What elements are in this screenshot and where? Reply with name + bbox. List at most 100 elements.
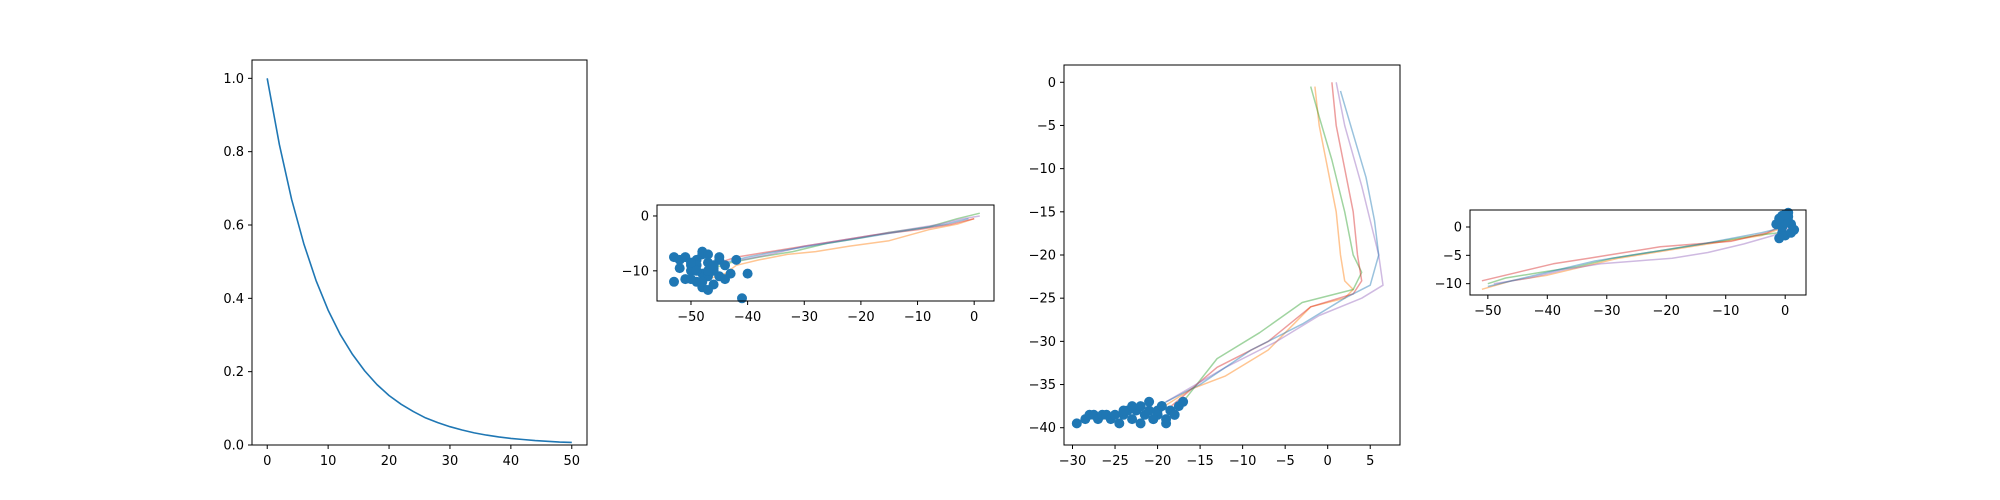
y-tick-label: −20 (1029, 249, 1056, 264)
trajectory-line-5 (1148, 90, 1380, 412)
x-tick-label: −5 (1276, 454, 1295, 469)
y-tick-label: 1.0 (223, 72, 244, 87)
scatter-point (686, 257, 696, 268)
x-tick-label: −40 (1534, 304, 1561, 319)
trajectory-line-2 (713, 212, 980, 269)
x-tick-label: 0 (1781, 304, 1789, 319)
x-tick-label: 50 (563, 454, 580, 469)
trajectory-line-3 (719, 217, 975, 264)
trajectory-line-4 (1165, 82, 1384, 403)
scatter-point (697, 276, 708, 287)
trajectory-line-2 (1487, 231, 1780, 285)
x-tick-label: −30 (1593, 304, 1620, 319)
scatter-point (1780, 209, 1791, 220)
x-tick-label: −30 (1059, 454, 1086, 469)
trajectory-line-4 (1493, 226, 1792, 285)
scatter-point (708, 260, 719, 271)
y-tick-label: 0.2 (223, 365, 244, 380)
scatter-point (1178, 396, 1189, 407)
trajectory-line-1 (707, 217, 975, 280)
trajectory-line-1 (1157, 86, 1354, 412)
scatter-point (1156, 401, 1167, 412)
scatter-point (1789, 224, 1800, 235)
x-tick-label: −20 (847, 310, 874, 325)
x-tick-label: −10 (904, 310, 931, 325)
x-tick-label: −50 (1474, 304, 1501, 319)
scatter-point (1127, 401, 1138, 412)
x-tick-label: 0 (263, 454, 271, 469)
y-tick-label: −40 (1029, 421, 1056, 436)
trajectory-line-5 (1487, 226, 1786, 288)
y-tick-label: 0.6 (223, 219, 244, 234)
x-tick-label: −20 (1144, 454, 1171, 469)
scatter-point (691, 265, 702, 276)
x-tick-label: −30 (791, 310, 818, 325)
y-tick-label: −25 (1029, 292, 1056, 307)
y-tick-label: −30 (1029, 335, 1056, 350)
scatter-point (731, 254, 742, 265)
x-tick-label: −15 (1186, 454, 1213, 469)
x-tick-label: −25 (1101, 454, 1128, 469)
decay-curve (266, 78, 572, 444)
scatter-point (1071, 418, 1082, 429)
trajectory-line-4 (741, 215, 980, 261)
x-tick-label: 20 (381, 454, 398, 469)
y-tick-label: −10 (1435, 277, 1462, 292)
x-tick-label: −10 (1712, 304, 1739, 319)
x-tick-label: −40 (734, 310, 761, 325)
panel-4: −50 −40 −30 −20 −10 0−10−50 (1435, 207, 1807, 319)
x-tick-label: 0 (970, 310, 978, 325)
scatter-point (1144, 405, 1155, 416)
y-tick-label: 0 (1454, 221, 1462, 236)
y-tick-label: 0 (641, 209, 649, 224)
scatter-point (703, 249, 713, 260)
scatter-point (742, 268, 753, 279)
scatter-point (1114, 418, 1125, 429)
y-tick-label: −15 (1029, 205, 1056, 220)
scatter-point (1169, 409, 1180, 420)
scatter-point (686, 274, 696, 285)
scatter-point (669, 276, 679, 287)
y-tick-label: −10 (622, 264, 649, 279)
y-tick-label: −10 (1029, 162, 1056, 177)
scatter-point (1144, 396, 1155, 407)
scatter-point (720, 274, 730, 285)
panel-2: −50 −40 −30 −20 −10 0 −10 0 (622, 204, 995, 325)
x-tick-label: 10 (320, 454, 337, 469)
scatter-point (720, 260, 730, 271)
axes-frame (1469, 209, 1807, 296)
x-tick-label: 0 (1324, 454, 1332, 469)
y-tick-label: −5 (1037, 119, 1056, 134)
y-tick-label: −35 (1029, 378, 1056, 393)
axes-frame (251, 59, 588, 446)
scatter-point (1148, 414, 1159, 425)
scatter-point (1135, 418, 1146, 429)
scatter-point (737, 293, 747, 304)
x-tick-label: −10 (1229, 454, 1256, 469)
scatter-point (1110, 409, 1120, 420)
x-tick-label: −20 (1653, 304, 1680, 319)
y-tick-label: −5 (1443, 249, 1462, 264)
scatter-point (1135, 401, 1146, 412)
scatter-point (703, 285, 713, 295)
x-tick-label: 30 (442, 454, 459, 469)
panel-1: 0 10 20 30 40 50 0.0 0.2 0.4 0.6 0.8 1.0 (223, 59, 588, 469)
trajectory-line-1 (1481, 226, 1786, 291)
trajectory-line-3 (1165, 82, 1363, 412)
trajectory-line-3 (1481, 223, 1786, 282)
trajectory-line-5 (724, 217, 969, 264)
scatter-point (1118, 405, 1129, 416)
scatter-point (1161, 418, 1172, 429)
y-tick-label: 0 (1048, 76, 1056, 91)
trajectory-line-2 (1182, 86, 1363, 403)
y-tick-label: 0.0 (223, 439, 244, 454)
scatter-point (1127, 414, 1138, 425)
panel-3: −30 −25 −20 −15 −10 −5 0 5 −40 −35 −30 −25 −20 −15 −10… (1029, 64, 1401, 469)
y-tick-label: 0.4 (223, 292, 244, 307)
x-tick-label: 40 (503, 454, 520, 469)
scatter-point (714, 252, 725, 263)
scatter-point (674, 263, 685, 274)
y-tick-label: 0.8 (223, 145, 244, 160)
x-tick-label: −50 (677, 310, 704, 325)
